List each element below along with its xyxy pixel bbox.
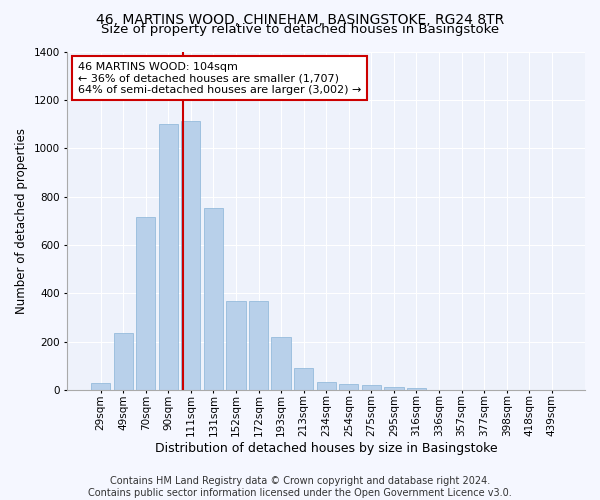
Text: Contains HM Land Registry data © Crown copyright and database right 2024.
Contai: Contains HM Land Registry data © Crown c… — [88, 476, 512, 498]
Bar — [317, 382, 336, 390]
Text: Size of property relative to detached houses in Basingstoke: Size of property relative to detached ho… — [101, 22, 499, 36]
Bar — [181, 120, 200, 390]
Bar — [136, 218, 155, 390]
X-axis label: Distribution of detached houses by size in Basingstoke: Distribution of detached houses by size … — [155, 442, 497, 455]
Bar — [271, 336, 290, 390]
Bar — [407, 388, 426, 390]
Y-axis label: Number of detached properties: Number of detached properties — [15, 128, 28, 314]
Bar — [91, 383, 110, 390]
Bar — [226, 300, 245, 390]
Bar — [362, 386, 381, 390]
Text: 46 MARTINS WOOD: 104sqm
← 36% of detached houses are smaller (1,707)
64% of semi: 46 MARTINS WOOD: 104sqm ← 36% of detache… — [78, 62, 361, 95]
Bar — [385, 386, 404, 390]
Bar — [158, 124, 178, 390]
Text: 46, MARTINS WOOD, CHINEHAM, BASINGSTOKE, RG24 8TR: 46, MARTINS WOOD, CHINEHAM, BASINGSTOKE,… — [96, 12, 504, 26]
Bar — [294, 368, 313, 390]
Bar — [339, 384, 358, 390]
Bar — [204, 208, 223, 390]
Bar — [249, 300, 268, 390]
Bar — [113, 333, 133, 390]
